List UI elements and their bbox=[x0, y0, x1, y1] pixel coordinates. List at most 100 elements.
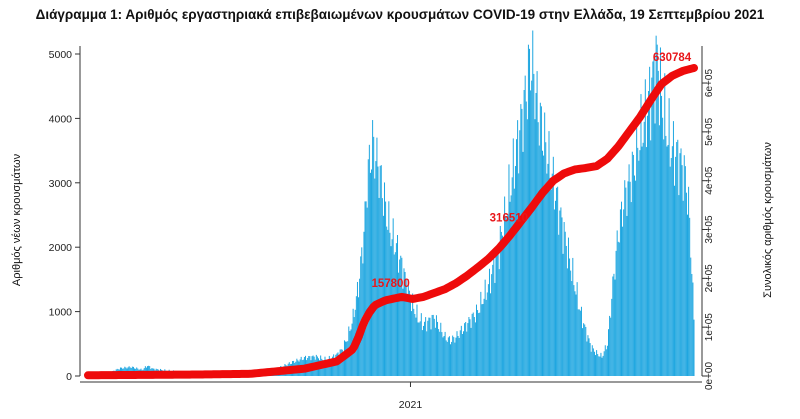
daily-cases-bar bbox=[506, 218, 508, 376]
daily-cases-bar bbox=[485, 299, 487, 376]
daily-cases-bar bbox=[420, 313, 422, 376]
daily-cases-bar bbox=[618, 242, 620, 376]
daily-cases-bar bbox=[428, 317, 430, 376]
daily-cases-bar bbox=[592, 348, 594, 376]
daily-cases-bar bbox=[578, 309, 580, 376]
daily-cases-bar bbox=[553, 209, 555, 376]
daily-cases-bar bbox=[326, 360, 328, 376]
daily-cases-bar bbox=[454, 342, 456, 376]
daily-cases-bar bbox=[495, 251, 497, 376]
daily-cases-bar bbox=[652, 61, 654, 376]
daily-cases-bar bbox=[604, 345, 606, 376]
daily-cases-bar bbox=[409, 299, 411, 376]
daily-cases-bar bbox=[427, 320, 429, 376]
daily-cases-bar bbox=[470, 327, 472, 376]
daily-cases-bar bbox=[477, 310, 479, 376]
daily-cases-bar bbox=[391, 239, 393, 376]
x-tick-label: 2021 bbox=[399, 399, 423, 411]
daily-cases-bar bbox=[574, 291, 576, 376]
daily-cases-bar bbox=[677, 139, 679, 376]
daily-cases-bar bbox=[557, 186, 559, 376]
daily-cases-bar bbox=[633, 175, 635, 376]
daily-cases-bar bbox=[632, 154, 634, 376]
daily-cases-bar bbox=[580, 306, 582, 376]
daily-cases-bar bbox=[548, 131, 550, 376]
daily-cases-bar bbox=[484, 279, 486, 376]
daily-cases-bar bbox=[435, 315, 437, 376]
daily-cases-bar bbox=[430, 329, 432, 376]
daily-cases-bar bbox=[499, 225, 501, 376]
daily-cases-bar bbox=[562, 253, 564, 376]
daily-cases-bar bbox=[672, 121, 674, 377]
daily-cases-bar bbox=[380, 165, 382, 376]
daily-cases-bar bbox=[579, 310, 581, 376]
daily-cases-bar bbox=[371, 169, 373, 376]
daily-cases-bar bbox=[510, 195, 512, 376]
daily-cases-bar bbox=[450, 344, 452, 376]
daily-cases-bar bbox=[626, 215, 628, 376]
daily-cases-bar bbox=[681, 165, 683, 376]
daily-cases-bar bbox=[597, 354, 599, 376]
daily-cases-bar bbox=[440, 322, 442, 376]
daily-cases-bar bbox=[649, 66, 651, 376]
daily-cases-bar bbox=[364, 201, 366, 376]
daily-cases-bar bbox=[367, 159, 369, 376]
daily-cases-bar bbox=[675, 156, 677, 376]
daily-cases-bar bbox=[549, 177, 551, 376]
daily-cases-bar bbox=[575, 294, 577, 376]
daily-cases-bar bbox=[534, 119, 536, 376]
daily-cases-bar bbox=[566, 268, 568, 376]
daily-cases-bar bbox=[593, 351, 595, 376]
daily-cases-bar bbox=[376, 137, 378, 376]
daily-cases-bar bbox=[600, 352, 602, 376]
daily-cases-bar bbox=[455, 337, 457, 376]
daily-cases-bar bbox=[550, 189, 552, 376]
daily-cases-bar bbox=[413, 308, 415, 376]
daily-cases-bar bbox=[526, 119, 528, 376]
daily-cases-bar bbox=[691, 273, 693, 376]
daily-cases-bar bbox=[542, 150, 543, 376]
daily-cases-bar bbox=[513, 188, 515, 376]
daily-cases-bar bbox=[412, 293, 414, 376]
annotation-label: 630784 bbox=[653, 52, 692, 64]
daily-cases-bar bbox=[641, 146, 643, 376]
daily-cases-bar bbox=[483, 298, 485, 376]
daily-cases-bar bbox=[443, 336, 445, 376]
daily-cases-bar bbox=[442, 337, 444, 376]
daily-cases-bar bbox=[544, 112, 546, 376]
daily-cases-bar bbox=[666, 146, 668, 376]
daily-cases-bar bbox=[561, 217, 563, 376]
daily-cases-bar bbox=[614, 279, 616, 376]
daily-cases-bar bbox=[431, 314, 433, 376]
daily-cases-bar bbox=[416, 304, 418, 376]
daily-cases-bar bbox=[564, 231, 566, 376]
daily-cases-bar bbox=[616, 230, 618, 376]
daily-cases-bar bbox=[546, 173, 548, 376]
daily-cases-bar bbox=[453, 337, 455, 376]
daily-cases-bar bbox=[414, 314, 416, 376]
daily-cases-bar bbox=[598, 356, 600, 376]
daily-cases-bar bbox=[366, 207, 368, 376]
daily-cases-bar bbox=[461, 334, 463, 376]
daily-cases-bar bbox=[609, 315, 611, 376]
daily-cases-bar bbox=[394, 252, 396, 376]
daily-cases-bar bbox=[572, 257, 574, 376]
daily-cases-bar bbox=[536, 71, 538, 376]
daily-cases-bar bbox=[680, 148, 682, 376]
daily-cases-bar bbox=[452, 335, 454, 376]
daily-cases-bar bbox=[388, 201, 390, 376]
daily-cases-bar bbox=[628, 164, 630, 376]
daily-cases-bar bbox=[664, 73, 666, 376]
daily-cases-bar bbox=[613, 273, 615, 376]
daily-cases-bar bbox=[514, 166, 516, 376]
daily-cases-bar bbox=[670, 158, 672, 376]
daily-cases-bar bbox=[398, 272, 400, 376]
daily-cases-bar bbox=[676, 142, 678, 376]
daily-cases-bar bbox=[516, 139, 518, 376]
daily-cases-bar bbox=[497, 247, 499, 376]
daily-cases-bar bbox=[588, 338, 590, 376]
daily-cases-bar bbox=[622, 226, 624, 376]
daily-cases-bar bbox=[627, 181, 629, 376]
daily-cases-bar bbox=[519, 130, 521, 376]
